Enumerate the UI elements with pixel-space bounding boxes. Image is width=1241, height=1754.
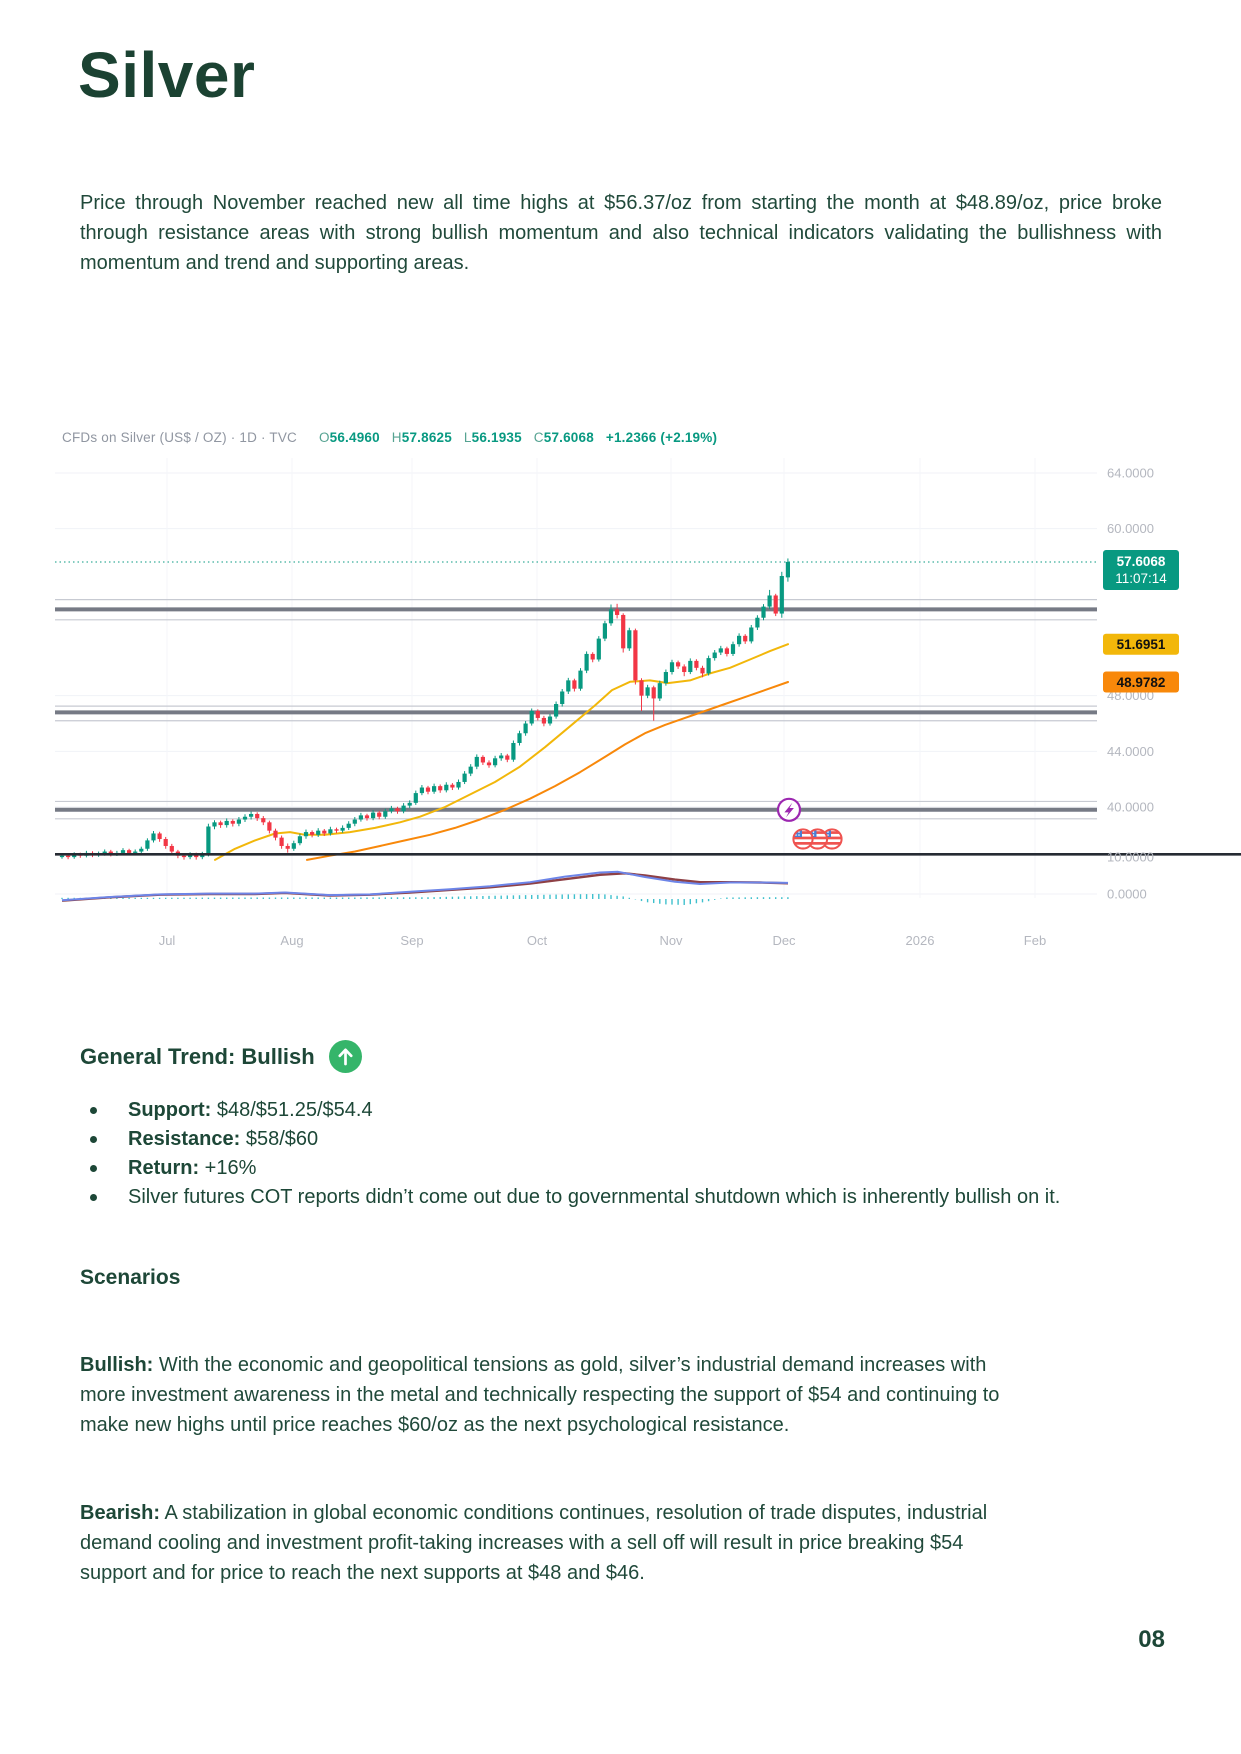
change-value: +1.2366 (+2.19%): [605, 430, 718, 445]
month-axis-label: Sep: [400, 933, 423, 948]
bullet-dot-icon: [90, 1107, 97, 1114]
close-value: 57.6068: [543, 430, 594, 445]
svg-text:51.6951: 51.6951: [1117, 637, 1166, 652]
resistance-label: Resistance:: [128, 1128, 241, 1150]
ma-fast-line: [214, 643, 789, 861]
month-axis-label: 2026: [906, 933, 935, 948]
return-value: +16%: [199, 1157, 257, 1179]
list-item: Return: +16%: [80, 1154, 1090, 1183]
grid-lines: [55, 458, 1097, 898]
month-axis-label: Dec: [772, 933, 796, 948]
svg-text:57.6068: 57.6068: [1117, 554, 1166, 569]
cot-note: Silver futures COT reports didn’t come o…: [128, 1186, 1061, 1208]
bullet-dot-icon: [90, 1165, 97, 1172]
month-axis-label: Nov: [659, 933, 683, 948]
open-value: 56.4960: [329, 430, 380, 445]
news-lightning-icon: [776, 797, 802, 822]
us-flag-markers: [792, 828, 843, 850]
bullet-dot-icon: [90, 1194, 97, 1201]
page-number: 08: [1138, 1626, 1165, 1653]
svg-text:0.0000: 0.0000: [1107, 887, 1147, 902]
list-item: Silver futures COT reports didn’t come o…: [80, 1183, 1090, 1212]
bearish-scenario: Bearish: A stabilization in global econo…: [80, 1498, 1030, 1588]
bearish-label: Bearish:: [80, 1502, 161, 1524]
resistance-band-54: [55, 599, 1097, 621]
list-item: Resistance: $58/$60: [80, 1125, 1090, 1154]
svg-text:11:07:14: 11:07:14: [1115, 571, 1167, 586]
support-band-40: [55, 800, 1097, 820]
svg-text:40.0000: 40.0000: [1107, 800, 1154, 815]
candlestick-series: [59, 558, 790, 860]
bullish-scenario: Bullish: With the economic and geopoliti…: [80, 1350, 1030, 1440]
price-badge-ma-slow: [1103, 671, 1179, 693]
support-value: $48/$51.25/$54.4: [211, 1099, 373, 1121]
svg-text:60.0000: 60.0000: [1107, 521, 1154, 536]
chart-header: CFDs on Silver (US$ / OZ) · 1D · TVC O56…: [62, 430, 717, 445]
bullet-dot-icon: [90, 1136, 97, 1143]
trend-up-icon: [328, 1040, 362, 1073]
month-axis-label: Aug: [280, 933, 303, 948]
lower-pane-blue-line: [61, 870, 789, 902]
chart-symbol: CFDs on Silver (US$ / OZ) · 1D · TVC: [62, 430, 297, 445]
price-scale: 64.000060.000048.000044.000040.000010.00…: [1107, 466, 1154, 902]
svg-text:44.0000: 44.0000: [1107, 744, 1154, 759]
price-badge-current: [1103, 549, 1179, 590]
high-value: 57.8625: [401, 430, 452, 445]
return-label: Return:: [128, 1157, 200, 1179]
page-title: Silver: [78, 39, 256, 111]
month-axis: Jul Aug Sep Oct Nov Dec 2026 Feb: [159, 933, 1047, 948]
bullish-label: Bullish:: [80, 1354, 154, 1376]
month-axis-label: Jul: [159, 933, 176, 948]
low-label: L: [463, 430, 472, 445]
silver-price-chart: CFDs on Silver (US$ / OZ) · 1D · TVC O56…: [55, 428, 1241, 968]
bearish-text: A stabilization in global economic condi…: [80, 1502, 988, 1584]
svg-text:48.9782: 48.9782: [1117, 675, 1166, 690]
scenarios-heading: Scenarios: [80, 1266, 181, 1289]
open-label: O: [318, 430, 330, 445]
close-label: C: [533, 430, 544, 445]
lower-pane-maroon-line: [61, 872, 789, 902]
ma-slow-line: [306, 681, 789, 861]
key-points-list: Support: $48/$51.25/$54.4 Resistance: $5…: [80, 1096, 1090, 1212]
price-badge-ma-fast: [1103, 633, 1179, 655]
lower-pane-histogram: [61, 893, 789, 905]
candlestick-chart-canvas: 64.000060.000048.000044.000040.000010.00…: [55, 458, 1241, 948]
support-label: Support:: [128, 1099, 212, 1121]
list-item: Support: $48/$51.25/$54.4: [80, 1096, 1090, 1125]
low-value: 56.1935: [471, 430, 522, 445]
intro-paragraph: Price through November reached new all t…: [80, 192, 1162, 274]
support-band-47: [55, 705, 1097, 722]
bullish-text: With the economic and geopolitical tensi…: [80, 1354, 1000, 1436]
month-axis-label: Oct: [527, 933, 548, 948]
high-label: H: [391, 430, 402, 445]
general-trend-label: General Trend: Bullish: [80, 1043, 315, 1069]
svg-text:10.0000: 10.0000: [1107, 850, 1154, 865]
month-axis-label: Feb: [1024, 933, 1046, 948]
resistance-value: $58/$60: [240, 1128, 319, 1150]
svg-text:64.0000: 64.0000: [1107, 466, 1154, 481]
general-trend-row: General Trend: Bullish: [80, 1040, 362, 1073]
